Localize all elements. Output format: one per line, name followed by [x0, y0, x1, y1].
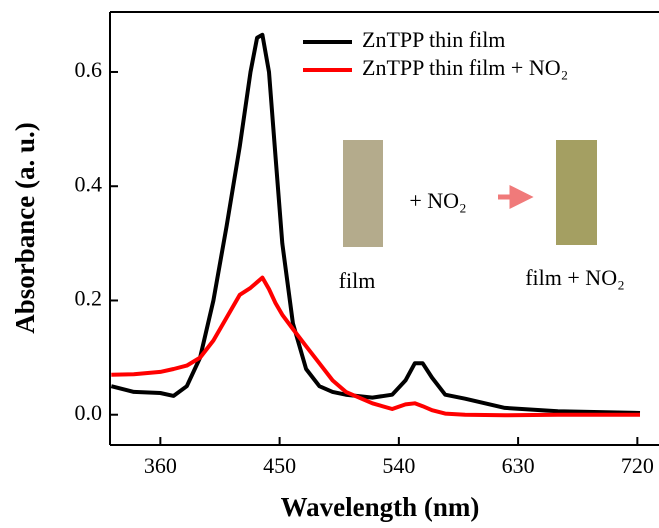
film-photo	[343, 140, 383, 247]
legend-label: ZnTPP thin film	[362, 27, 505, 52]
annotation: + NO₂	[409, 188, 466, 213]
y-tick-label: 0.4	[75, 171, 103, 196]
x-tick-label: 720	[621, 453, 654, 478]
x-tick-label: 450	[263, 453, 296, 478]
arrow	[498, 184, 534, 210]
y-axis-label: Absorbance (a. u.)	[10, 122, 40, 334]
y-tick-label: 0.0	[75, 400, 103, 425]
y-tick-label: 0.6	[75, 57, 103, 82]
legend-label: ZnTPP thin film + NO₂	[362, 55, 568, 80]
x-axis-label: Wavelength (nm)	[281, 492, 480, 522]
annotation: film + NO₂	[525, 265, 625, 290]
annotation: film	[339, 268, 376, 293]
series-line	[111, 275, 640, 418]
x-tick-label: 540	[382, 453, 415, 478]
x-tick-label: 630	[502, 453, 535, 478]
y-tick-label: 0.2	[75, 286, 103, 311]
film-no2-photo	[556, 140, 597, 245]
x-tick-label: 360	[144, 453, 177, 478]
